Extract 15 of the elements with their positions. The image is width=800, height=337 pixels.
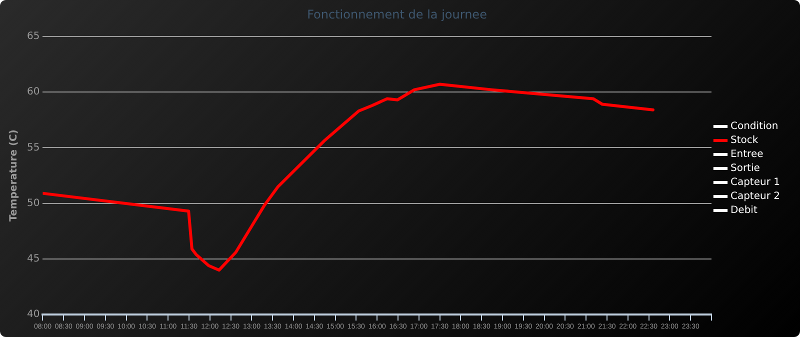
legend-label: Entree: [730, 149, 764, 160]
y-tick-label: 50: [26, 198, 40, 209]
y-tick-label: 40: [26, 309, 40, 320]
legend-label: Condition: [730, 121, 778, 132]
legend-label: Capteur 1: [730, 177, 780, 188]
legend-label: Sortie: [730, 163, 760, 174]
y-axis-title: Temperature (C): [8, 130, 20, 222]
y-tick-label: 65: [26, 30, 40, 42]
y-tick-label: 55: [26, 142, 40, 154]
y-tick-label: 60: [26, 86, 40, 98]
legend-label: Capteur 2: [730, 191, 780, 202]
legend-label: Stock: [730, 135, 758, 146]
chart-title: Fonctionnement de la journee: [307, 7, 487, 22]
y-tick-label: 45: [26, 254, 40, 265]
legend-label: Debit: [730, 205, 758, 216]
